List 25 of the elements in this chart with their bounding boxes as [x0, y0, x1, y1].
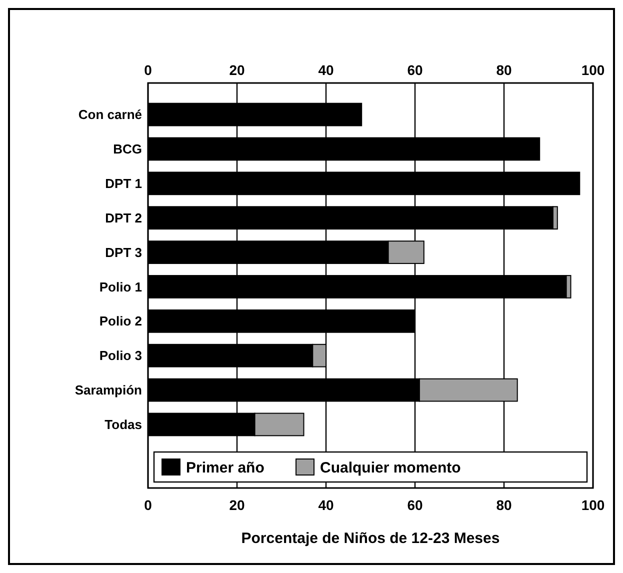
x-tick-label: 60 [407, 62, 423, 78]
x-tick-label: 0 [144, 62, 152, 78]
x-tick-label: 100 [581, 62, 605, 78]
y-tick-label: Polio 1 [99, 279, 142, 294]
y-tick-label: DPT 1 [105, 176, 142, 191]
y-tick-label: DPT 3 [105, 244, 142, 260]
x-axis-title: Porcentaje de Niños de 12-23 Meses [241, 530, 500, 547]
x2-tick-label: 40 [318, 497, 334, 513]
y-tick-label: Polio 2 [99, 314, 142, 329]
x2-tick-label: 80 [496, 497, 512, 513]
x2-tick-label: 60 [407, 497, 423, 513]
y-tick-label: Todas [104, 417, 142, 432]
legend-label: Cualquier momento [320, 459, 461, 476]
y-tick-label: Con carné [78, 107, 142, 122]
x2-tick-label: 0 [144, 497, 152, 513]
x-tick-label: 40 [318, 62, 334, 78]
y-tick-label: Polio 3 [99, 348, 142, 364]
x2-tick-label: 20 [229, 497, 245, 513]
y-tick-label: Sarampión [74, 382, 142, 398]
x2-tick-label: 100 [581, 497, 605, 513]
y-tick-label: DPT 2 [105, 210, 142, 226]
x-tick-label: 20 [229, 62, 245, 78]
x-tick-label: 80 [496, 62, 512, 78]
legend-label: Primer año [186, 459, 264, 476]
y-tick-label: BCG [113, 142, 142, 157]
